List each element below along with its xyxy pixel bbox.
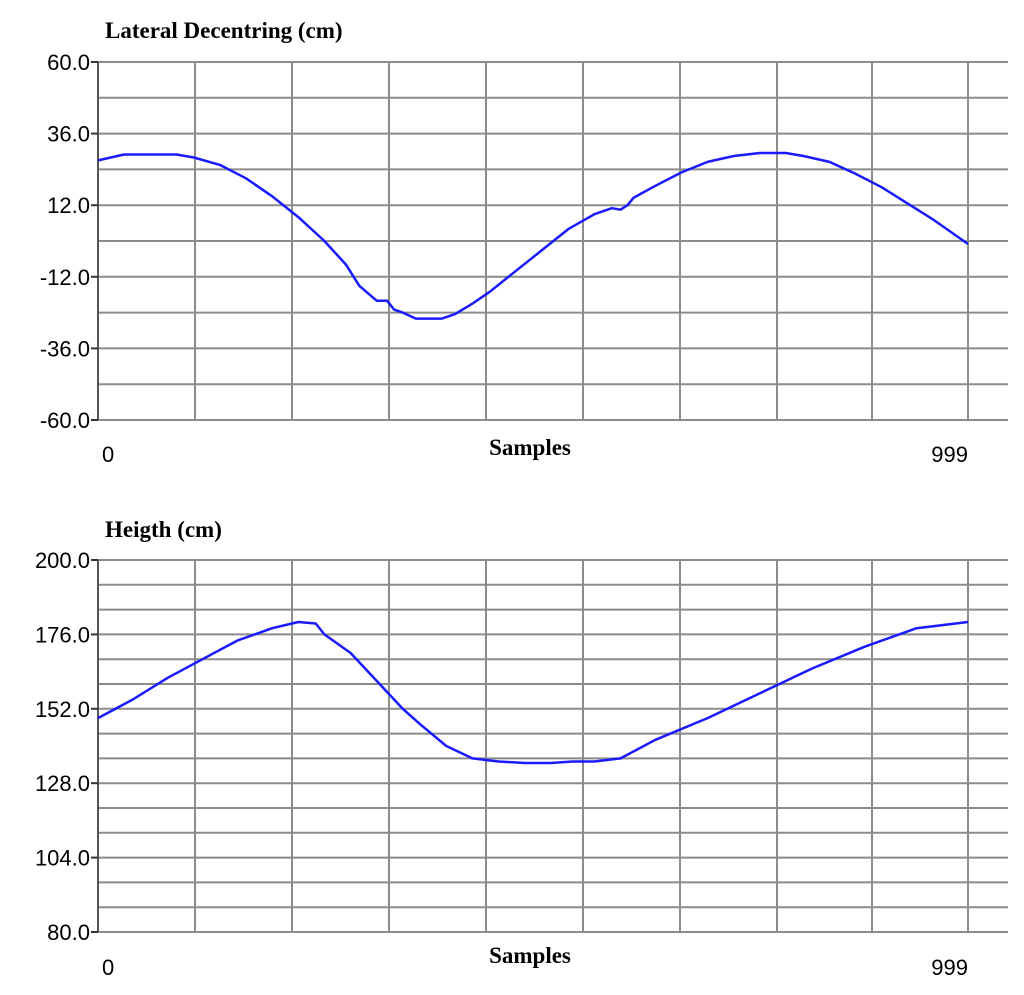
grid xyxy=(97,61,1008,421)
y-tick-label: -60.0 xyxy=(40,408,90,433)
y-tick-label: 60.0 xyxy=(47,50,90,75)
x-tick-label-start: 0 xyxy=(102,955,114,980)
series-line xyxy=(97,620,969,765)
y-tick-label: 12.0 xyxy=(47,193,90,218)
x-axis: 0 999 Samples xyxy=(102,435,968,467)
x-axis-label: Samples xyxy=(489,943,571,968)
grid xyxy=(97,559,1008,933)
x-axis-label: Samples xyxy=(489,435,571,460)
y-tick-label: 128.0 xyxy=(35,771,90,796)
y-tick-label: 200.0 xyxy=(35,548,90,573)
y-tick-label: 176.0 xyxy=(35,622,90,647)
chart-lateral-decentring: Lateral Decentring (cm) 60.0 36.0 12.0 -12.… xyxy=(40,18,1008,467)
x-axis: 0 999 Samples xyxy=(102,943,968,980)
y-tick-label: -12.0 xyxy=(40,265,90,290)
y-axis: 200.0 176.0 152.0 128.0 104.0 80.0 xyxy=(35,548,98,945)
x-tick-label-start: 0 xyxy=(102,442,114,467)
y-tick-label: 152.0 xyxy=(35,697,90,722)
chart-title: Heigth (cm) xyxy=(105,517,222,542)
x-tick-label-end: 999 xyxy=(931,442,968,467)
x-tick-label-end: 999 xyxy=(931,955,968,980)
y-tick-label: 104.0 xyxy=(35,846,90,871)
plot-area xyxy=(98,560,1008,932)
chart-title: Lateral Decentring (cm) xyxy=(105,18,343,43)
series-group xyxy=(97,620,969,765)
y-tick-label: 36.0 xyxy=(47,122,90,147)
y-tick-label: -36.0 xyxy=(40,336,90,361)
series-group xyxy=(97,151,969,320)
chart-height: Heigth (cm) 200.0 176.0 152.0 128.0 104.0 80.… xyxy=(35,517,1008,980)
y-tick-label: 80.0 xyxy=(47,920,90,945)
y-axis: 60.0 36.0 12.0 -12.0 -36.0 -60.0 xyxy=(40,50,98,433)
series-line xyxy=(97,151,969,320)
plot-frame xyxy=(98,560,1008,932)
